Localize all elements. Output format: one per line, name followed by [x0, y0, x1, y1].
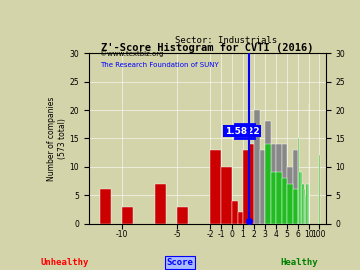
Title: Z'-Score Histogram for CVTI (2016): Z'-Score Histogram for CVTI (2016)	[101, 42, 314, 53]
Bar	[306, 184, 308, 224]
Bar	[276, 144, 282, 224]
Bar	[254, 110, 260, 224]
Bar	[298, 139, 300, 224]
Bar	[270, 144, 276, 224]
Bar	[270, 173, 276, 224]
Bar	[303, 190, 305, 224]
Bar	[260, 150, 265, 224]
Bar	[177, 207, 188, 224]
Text: Unhealthy: Unhealthy	[41, 258, 89, 267]
Bar	[155, 184, 166, 224]
Y-axis label: Number of companies
(573 total): Number of companies (573 total)	[48, 96, 67, 181]
Bar	[293, 150, 298, 224]
Text: ©www.textbiz.org: ©www.textbiz.org	[100, 50, 163, 57]
Text: Healthy: Healthy	[280, 258, 318, 267]
Bar	[265, 122, 270, 224]
Text: The Research Foundation of SUNY: The Research Foundation of SUNY	[100, 62, 219, 69]
Bar	[305, 195, 306, 224]
Bar	[100, 190, 111, 224]
Bar	[319, 156, 320, 224]
Bar	[122, 207, 133, 224]
Bar	[300, 173, 301, 224]
Bar	[232, 201, 238, 224]
Bar	[238, 212, 243, 224]
Bar	[287, 184, 293, 224]
Bar	[293, 190, 298, 224]
Bar	[221, 167, 232, 224]
Bar	[243, 150, 248, 224]
Bar	[301, 173, 302, 224]
Text: Score: Score	[167, 258, 193, 267]
Bar	[248, 144, 254, 224]
Bar	[287, 167, 293, 224]
Bar	[308, 184, 309, 224]
Text: 1.5822: 1.5822	[225, 127, 259, 136]
Bar	[302, 184, 303, 224]
Bar	[282, 178, 287, 224]
Bar	[210, 150, 221, 224]
Text: Sector: Industrials: Sector: Industrials	[175, 36, 278, 45]
Bar	[276, 173, 282, 224]
Bar	[282, 144, 287, 224]
Bar	[265, 144, 270, 224]
